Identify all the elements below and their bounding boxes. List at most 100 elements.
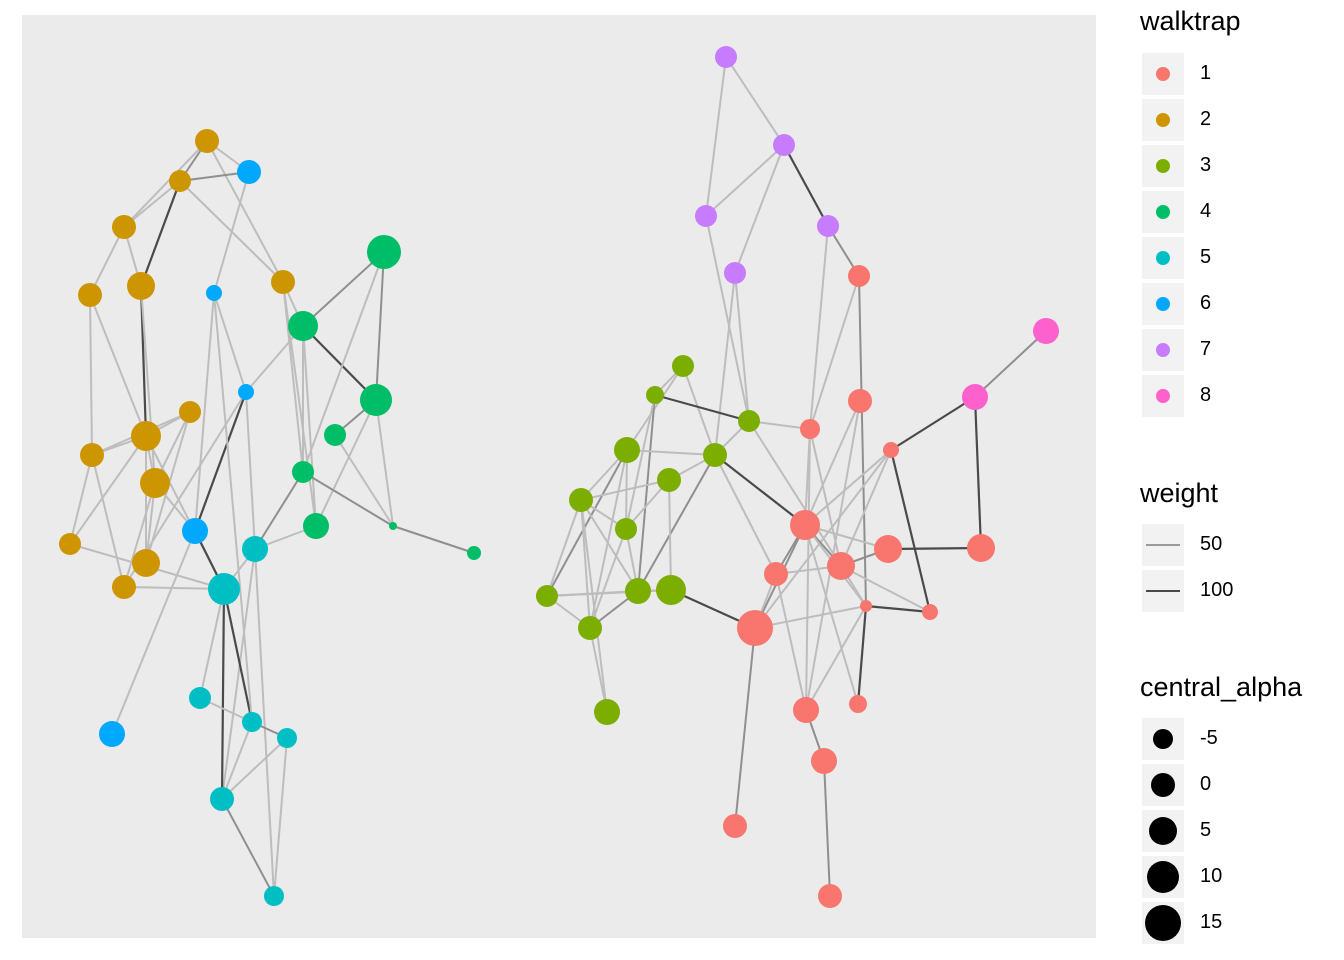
central-alpha-legend-dot (1153, 729, 1173, 749)
graph-edge (580, 499, 591, 629)
graph-edge (589, 449, 628, 629)
graph-edge (91, 454, 125, 588)
graph-node-cluster-4 (367, 235, 401, 269)
graph-node-cluster-1 (883, 442, 899, 458)
graph-edge (302, 471, 394, 527)
graph-node-cluster-3 (614, 437, 640, 463)
graph-edge (546, 499, 582, 597)
graph-node-cluster-3 (569, 488, 593, 512)
graph-node-cluster-4 (324, 424, 346, 446)
central-alpha-legend-dot (1145, 905, 1181, 941)
graph-edge (705, 215, 750, 422)
graph-edge (865, 604, 931, 614)
graph-edge (221, 721, 253, 800)
graph-node-cluster-1 (800, 419, 820, 439)
graph-edge (392, 525, 475, 554)
graph-node-cluster-4 (389, 522, 397, 530)
weight-legend-key (1142, 570, 1184, 612)
graph-edge (69, 454, 93, 545)
weight-legend-key (1142, 524, 1184, 566)
walktrap-legend-dot (1156, 251, 1170, 265)
walktrap-legend-label: 2 (1200, 108, 1212, 130)
graph-node-cluster-5 (210, 787, 234, 811)
graph-edge (890, 396, 976, 451)
graph-edge (194, 292, 215, 532)
graph-edge (889, 449, 932, 613)
graph-edge (213, 292, 247, 393)
graph-node-cluster-1 (793, 697, 819, 723)
graph-node-cluster-2 (179, 401, 201, 423)
central-alpha-legend-key (1142, 764, 1184, 806)
graph-edge (626, 449, 716, 456)
graph-edge (546, 449, 628, 597)
graph-node-cluster-2 (132, 549, 160, 577)
graph-node-cluster-1 (848, 389, 872, 413)
graph-node-cluster-3 (646, 386, 664, 404)
walktrap-legend-key (1142, 191, 1184, 233)
walktrap-legend-dot (1156, 389, 1170, 403)
graph-node-cluster-6 (237, 160, 261, 184)
graph-node-cluster-3 (657, 468, 681, 492)
weight-legend-label: 100 (1200, 579, 1234, 601)
central-alpha-legend-key (1142, 810, 1184, 852)
walktrap-legend-dot (1156, 67, 1170, 81)
graph-node-cluster-3 (672, 355, 694, 377)
graph-node-cluster-2 (59, 533, 81, 555)
central-alpha-legend-label: -5 (1200, 727, 1218, 749)
graph-node-cluster-5 (242, 712, 262, 732)
graph-edge (580, 479, 670, 501)
walktrap-legend-label: 4 (1200, 200, 1212, 222)
graph-edge (245, 391, 256, 550)
graph-edge (89, 294, 93, 456)
walktrap-legend-key (1142, 283, 1184, 325)
graph-edge (546, 589, 672, 597)
graph-node-cluster-2 (169, 170, 191, 192)
graph-edge (858, 275, 867, 607)
plot-panel (22, 15, 1096, 938)
graph-node-cluster-1 (723, 814, 747, 838)
graph-node-cluster-1 (790, 510, 820, 540)
walktrap-legend-dot (1156, 205, 1170, 219)
graph-edge (179, 180, 284, 283)
graph-node-cluster-4 (288, 311, 318, 341)
graph-node-cluster-3 (536, 585, 558, 607)
graph-edge (123, 586, 225, 590)
graph-edge (748, 420, 842, 567)
graph-edge (974, 330, 1047, 398)
graph-node-cluster-2 (271, 270, 295, 294)
central-alpha-legend-key (1142, 902, 1184, 944)
central-alpha-legend-title: central_alpha (1140, 672, 1303, 702)
graph-edge (302, 325, 377, 401)
graph-edge (580, 499, 608, 713)
graph-node-cluster-7 (817, 215, 839, 237)
weight-legend-label: 50 (1200, 533, 1223, 555)
graph-node-cluster-7 (695, 205, 717, 227)
graph-edge (754, 605, 867, 629)
graph-node-cluster-3 (615, 518, 637, 540)
weight-legend-title: weight (1140, 478, 1219, 508)
graph-edge (140, 285, 156, 484)
graph-node-cluster-6 (206, 285, 222, 301)
graph-edge (111, 530, 196, 735)
graph-node-cluster-1 (811, 748, 837, 774)
graph-edge (220, 588, 226, 800)
graph-node-cluster-5 (208, 573, 240, 605)
graph-edge (89, 294, 147, 437)
graph-edge (254, 471, 304, 550)
graph-node-cluster-8 (962, 384, 988, 410)
graph-edge (714, 454, 806, 526)
graph-edge (714, 272, 736, 456)
graph-edge (139, 180, 182, 287)
graph-edge (804, 449, 892, 526)
graph-node-cluster-5 (264, 886, 284, 906)
graph-edge (193, 391, 248, 532)
graph-node-cluster-1 (737, 610, 773, 646)
graph-edge (725, 56, 785, 146)
graph-node-cluster-1 (849, 695, 867, 713)
graph-edge (840, 449, 892, 567)
graph-node-cluster-2 (127, 272, 155, 300)
graph-node-cluster-1 (764, 562, 788, 586)
graph-node-cluster-2 (195, 129, 219, 153)
graph-node-cluster-4 (292, 461, 314, 483)
graph-edge (221, 798, 275, 897)
